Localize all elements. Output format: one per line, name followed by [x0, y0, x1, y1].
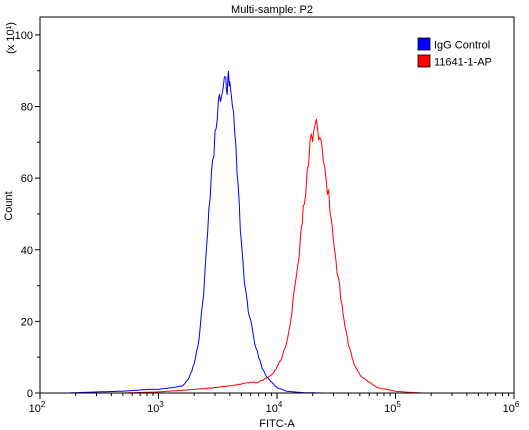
x-tick-label: 105 — [384, 400, 401, 415]
x-axis-label: FITC-A — [259, 418, 295, 430]
x-tick-exponent: 2 — [41, 400, 46, 409]
x-tick-exponent: 3 — [159, 400, 164, 409]
y-tick-label: 60 — [21, 173, 33, 185]
y-multiplier-label: (x 10¹) — [5, 22, 17, 54]
x-tick-exponent: 5 — [396, 400, 401, 409]
histogram-line-igg-control — [67, 70, 325, 394]
y-tick-label: 40 — [21, 245, 33, 257]
y-axis-label: Count — [3, 191, 15, 220]
plot-frame — [39, 16, 515, 394]
x-tick-label: 102 — [29, 400, 46, 415]
legend-swatch-igg-control — [417, 37, 431, 51]
y-tick-label: 100 — [15, 30, 33, 42]
legend-swatch-11641-1-ap — [417, 54, 431, 68]
histogram-line-11641-1-ap — [122, 118, 423, 394]
y-tick-label: 20 — [21, 316, 33, 328]
x-tick-exponent: 6 — [515, 400, 520, 409]
chart-title: Multi-sample: P2 — [231, 4, 313, 16]
x-tick-label: 103 — [147, 400, 164, 415]
legend: IgG Control 11641-1-AP — [417, 37, 492, 69]
y-tick-label: 0 — [27, 388, 33, 400]
x-tick-label: 104 — [266, 400, 283, 415]
legend-label-11641-1-ap: 11641-1-AP — [434, 57, 492, 69]
x-tick-exponent: 4 — [278, 400, 283, 409]
legend-label-igg-control: IgG Control — [434, 40, 490, 52]
x-tick-label: 106 — [503, 400, 520, 415]
y-tick-label: 80 — [21, 102, 33, 114]
